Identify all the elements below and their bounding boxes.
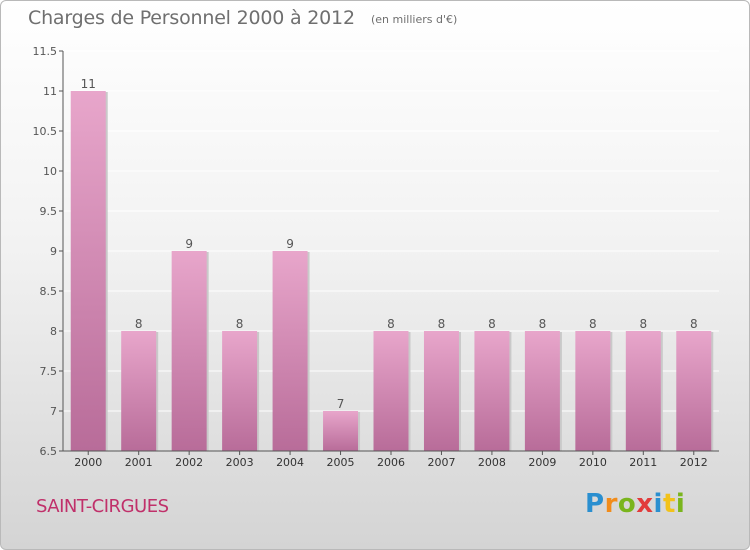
- chart-subtitle: (en milliers d'€): [371, 13, 458, 26]
- x-tick-label: 2007: [427, 456, 455, 469]
- bar: [676, 331, 712, 451]
- x-tick-label: 2003: [226, 456, 254, 469]
- bar: [474, 331, 510, 451]
- bar: [272, 251, 308, 451]
- bar: [575, 331, 611, 451]
- bar: [70, 91, 106, 451]
- logo-letter: r: [604, 489, 618, 519]
- data-label: 9: [286, 237, 294, 251]
- labels: 6.5 7 7.5 8 8.5 9 9.5 10 10.5 11 11.5 11 2000 8 2001 9 2…: [33, 45, 708, 469]
- x-tick-label: 2010: [579, 456, 607, 469]
- data-label: 8: [589, 317, 597, 331]
- x-tick-label: 2004: [276, 456, 304, 469]
- bar: [222, 331, 258, 451]
- bar: [373, 331, 409, 451]
- data-label: 11: [81, 77, 96, 91]
- data-label: 8: [135, 317, 143, 331]
- data-label: 8: [690, 317, 698, 331]
- x-tick-label: 2002: [175, 456, 203, 469]
- y-tick-label: 9.5: [40, 205, 58, 218]
- y-tick-label: 10: [43, 165, 57, 178]
- data-label: 8: [387, 317, 395, 331]
- y-tick-label: 11: [43, 85, 57, 98]
- data-label: 8: [488, 317, 496, 331]
- x-tick-label: 2009: [528, 456, 556, 469]
- x-tick-label: 2008: [478, 456, 506, 469]
- data-label: 9: [185, 237, 193, 251]
- proxiti-logo: Proxiti: [585, 489, 685, 519]
- logo-letter: i: [653, 489, 663, 519]
- commune-name: SAINT-CIRGUES: [36, 496, 169, 517]
- data-label: 8: [438, 317, 446, 331]
- x-tick-label: 2006: [377, 456, 405, 469]
- logo-letter: t: [662, 489, 676, 519]
- y-tick-label: 11.5: [33, 45, 58, 58]
- data-label: 8: [639, 317, 647, 331]
- logo-letter: P: [585, 489, 605, 519]
- data-label: 8: [236, 317, 244, 331]
- y-tick-label: 7.5: [40, 365, 58, 378]
- y-tick-label: 9: [50, 245, 57, 258]
- axes: [59, 50, 719, 455]
- y-tick-label: 8: [50, 325, 57, 338]
- y-tick-label: 8.5: [40, 285, 58, 298]
- logo-letter: i: [675, 489, 686, 519]
- bar: [323, 411, 359, 451]
- logo-letter: x: [636, 489, 654, 519]
- x-tick-label: 2000: [74, 456, 102, 469]
- bar: [625, 331, 661, 451]
- bar: [423, 331, 459, 451]
- chart-title: Charges de Personnel 2000 à 2012: [28, 7, 355, 29]
- bars: [70, 91, 714, 451]
- bar: [524, 331, 560, 451]
- logo-letter: o: [617, 489, 637, 519]
- x-tick-label: 2011: [629, 456, 657, 469]
- data-label: 7: [337, 397, 345, 411]
- y-tick-label: 6.5: [40, 445, 58, 458]
- bar: [121, 331, 157, 451]
- y-tick-label: 7: [50, 405, 57, 418]
- data-label: 8: [539, 317, 547, 331]
- y-tick-label: 10.5: [33, 125, 58, 138]
- bar: [171, 251, 207, 451]
- x-tick-label: 2012: [680, 456, 708, 469]
- x-tick-label: 2005: [327, 456, 355, 469]
- x-tick-label: 2001: [125, 456, 153, 469]
